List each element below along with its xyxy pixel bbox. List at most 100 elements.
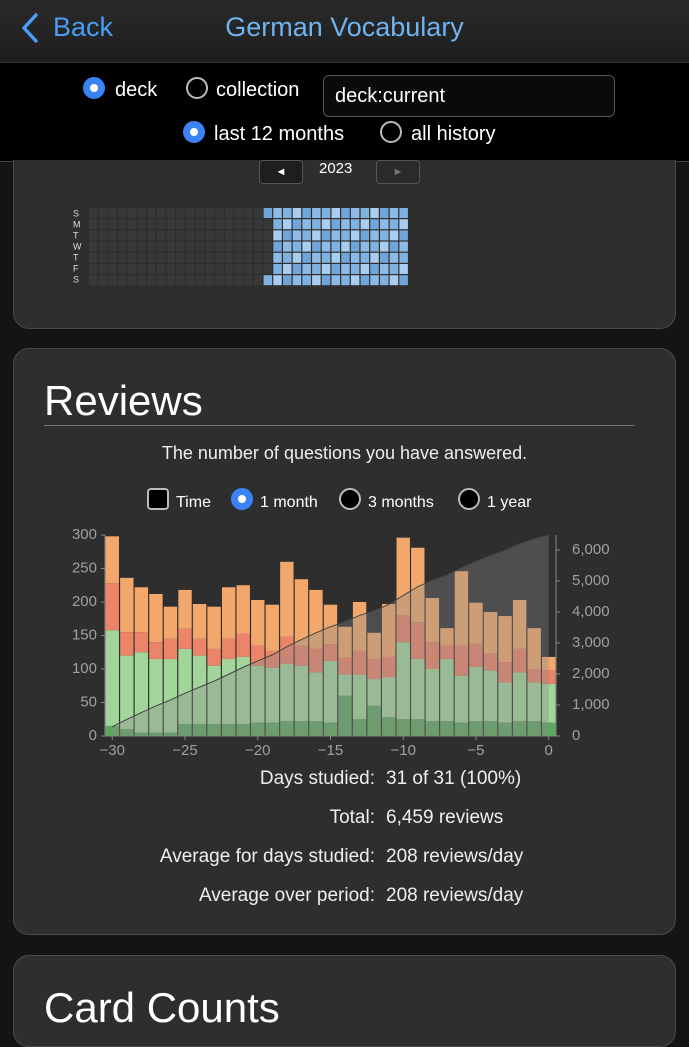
bar-segment [280,721,294,736]
calendar-cell [273,264,282,274]
calendar-cell [205,208,214,218]
next-button[interactable]: ► [376,160,420,184]
bar-segment [323,604,338,645]
radio[interactable] [458,488,480,510]
divider [44,425,634,426]
bar-segment [527,669,541,683]
option-label[interactable]: collection [216,79,300,101]
calendar-cell [176,275,185,286]
x-tick-label: −15 [318,742,343,759]
radio[interactable] [183,121,205,143]
calendar-cell [360,219,370,230]
radio[interactable] [186,77,208,99]
bar-segment [178,589,192,629]
bar-segment [382,656,396,678]
bar-segment [440,721,454,736]
bar-segment [105,630,119,726]
option-label[interactable]: 1 month [260,494,318,511]
bar-segment [425,669,440,722]
calendar-cell [118,252,127,263]
calendar-cell [292,208,302,218]
calendar-cell [263,264,273,274]
calendar-cell [137,219,146,230]
calendar-cell [127,264,137,274]
filter-bar: deck collection last 12 months all histo… [0,63,689,162]
y-tick-label: 150 [72,626,97,643]
bar-segment [527,682,541,722]
calendar-cell [118,219,127,230]
calendar-cell [186,219,195,230]
weekday-label: F [73,263,79,273]
option-label[interactable]: deck [115,79,158,101]
search-box[interactable]: deck:current [323,75,615,117]
prev-button[interactable]: ◄ [259,160,303,184]
calendar-cell [118,264,127,274]
calendar-cell [156,275,166,286]
calendar-cell [360,208,370,218]
calendar-cell [147,208,156,218]
bar-segment [323,644,338,661]
calendar-cell [263,275,273,286]
weekday-label: S [73,274,79,284]
calendar-cell [205,230,214,241]
bar-segment [265,722,279,736]
calendar-cell [321,252,331,263]
calendar-cell [137,252,146,263]
bar-segment [469,721,483,736]
checkbox[interactable] [147,488,169,510]
calendar-cell [244,219,253,230]
option-label[interactable]: last 12 months [214,123,345,145]
calendar-cell [302,230,311,241]
bar-segment [207,665,221,724]
calendar-cell [253,208,263,218]
calendar-cell [137,264,146,274]
calendar-cell [195,252,205,263]
calendar-cell [389,275,399,286]
calendar-cell [166,230,176,241]
calendar-cell [205,252,214,263]
year-label: 2023 [319,160,353,177]
calendar-cell [195,230,205,241]
option-label[interactable]: Time [176,494,211,511]
calendar-cell [312,264,321,274]
radio[interactable] [231,488,253,510]
calendar-cell [127,230,137,241]
calendar-cell [302,241,311,252]
calendar-cell [166,264,176,274]
calendar-cell [273,219,282,230]
back-button[interactable]: Back [53,12,114,42]
bar-segment [294,721,309,736]
calendar-cell [370,264,379,274]
bar-segment [280,636,294,664]
calendar-cell [360,241,370,252]
option-label[interactable]: 1 year [487,494,532,511]
calendar-cell [147,252,156,263]
radio[interactable] [339,488,361,510]
bar-segment [178,648,192,724]
calendar-cell [253,241,263,252]
option-label[interactable]: 3 months [368,494,434,511]
bar-segment [221,723,236,736]
calendar-cell [127,208,137,218]
bar-segment [105,583,119,631]
nav-bar: Back German Vocabulary [0,0,689,63]
bar-segment [425,642,440,669]
calendar-cell [263,208,273,218]
bar-segment [163,606,178,639]
calendar-cell [108,264,117,274]
x-tick-label: −30 [100,742,125,759]
back-icon[interactable] [20,12,40,44]
calendar-cell [263,252,273,263]
bar-segment [251,665,265,723]
calendar-cell [166,241,176,252]
calendar-cell [147,264,156,274]
calendar-cell [283,241,292,252]
y-tick-label: 300 [72,526,97,543]
calendar-cell [89,208,98,218]
bar-segment [149,658,163,733]
calendar-cell [253,275,263,286]
radio[interactable] [380,121,402,143]
option-label[interactable]: all history [411,123,496,145]
radio[interactable] [83,77,105,99]
calendar-cell [186,275,195,286]
